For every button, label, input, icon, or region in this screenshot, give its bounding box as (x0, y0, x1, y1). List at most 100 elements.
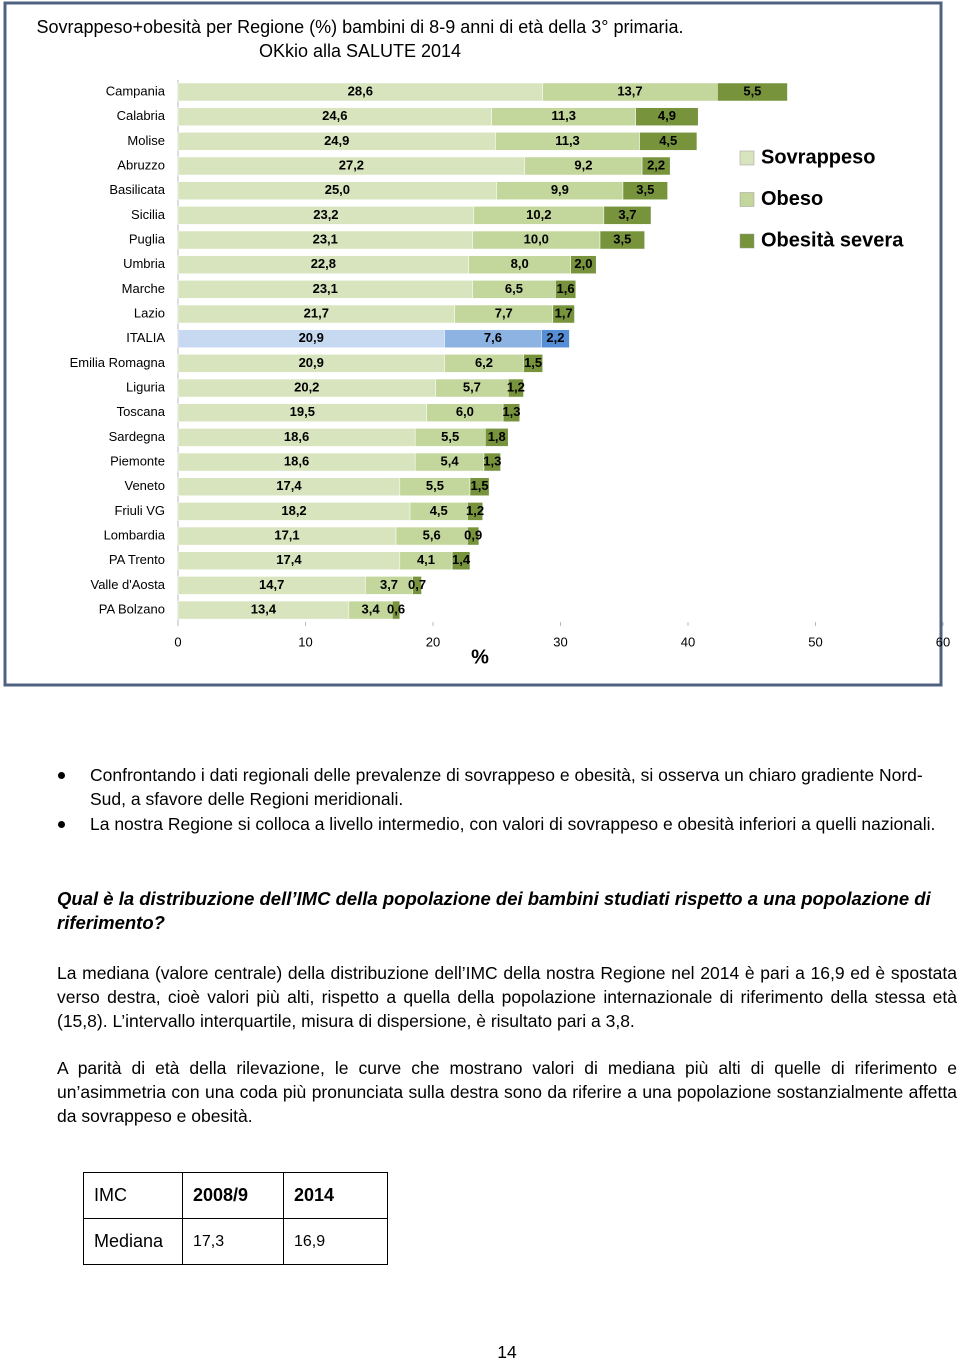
value-label: 13,4 (251, 602, 277, 617)
category-label: ITALIA (126, 330, 165, 345)
x-tick-label: 0 (174, 634, 181, 649)
bar-segment (412, 576, 422, 595)
bar-segment (469, 477, 490, 496)
bar-segment (467, 526, 480, 546)
chart: Sovrappeso+obesità per Regione (%) bambi… (3, 1, 950, 687)
category-label: Umbria (123, 256, 166, 271)
value-label: 1,3 (483, 453, 501, 468)
value-label: 27,2 (339, 157, 364, 172)
value-label: 1,5 (470, 478, 488, 493)
table-cell: 2008/9 (182, 1172, 284, 1219)
value-label: 20,9 (299, 330, 324, 345)
value-label: 2,2 (546, 330, 564, 345)
value-label: 3,5 (636, 182, 654, 197)
value-label: 21,7 (304, 305, 329, 320)
bar-segment (641, 156, 671, 176)
bar-segment (552, 304, 575, 324)
bar-segment (599, 230, 645, 250)
value-label: 3,7 (618, 207, 636, 222)
x-tick-label: 20 (426, 634, 440, 649)
bar-segment (555, 280, 577, 299)
table: IMC 2008/9 2014 Mediana 17,3 16,9 (83, 1172, 388, 1265)
value-label: 18,6 (284, 429, 309, 444)
value-label: 23,1 (313, 281, 338, 296)
value-label: 4,9 (658, 108, 676, 123)
value-label: 5,7 (463, 379, 481, 394)
value-label: 5,4 (441, 453, 460, 468)
value-label: 5,5 (743, 83, 761, 98)
bar-segment (523, 354, 543, 373)
category-label: Piemonte (110, 453, 165, 468)
value-label: 5,5 (441, 429, 459, 444)
table-header: IMC 2008/9 2014 (83, 1172, 388, 1219)
bar-segment (467, 502, 483, 521)
value-label: 17,4 (276, 478, 302, 493)
value-label: 20,2 (294, 379, 319, 394)
bar-segment (622, 181, 668, 200)
table-row: Mediana 17,3 16,9 (83, 1218, 388, 1265)
value-label: 11,3 (551, 108, 576, 123)
paragraph: A parità di età della rilevazione, le cu… (57, 1058, 957, 1126)
value-label: 18,2 (281, 503, 306, 518)
value-label: 1,4 (452, 552, 471, 567)
table-cell: IMC (83, 1172, 183, 1219)
value-label: 8,0 (511, 256, 529, 271)
category-label: Friuli VG (114, 503, 165, 518)
value-label: 0,9 (464, 527, 482, 542)
value-label: 6,0 (456, 404, 474, 419)
x-tick-label: 10 (298, 634, 312, 649)
category-label: Liguria (126, 379, 166, 394)
value-label: 0,6 (387, 602, 405, 617)
category-label: Emilia Romagna (70, 355, 166, 370)
bar-segment (391, 600, 401, 620)
value-label: 4,5 (430, 503, 448, 518)
value-label: 28,6 (348, 83, 373, 98)
category-label: Toscana (117, 404, 166, 419)
category-label: Marche (122, 281, 165, 296)
value-label: 10,2 (526, 207, 551, 222)
value-label: 17,4 (276, 552, 302, 567)
value-label: 2,2 (647, 157, 665, 172)
value-label: 1,2 (466, 503, 484, 518)
value-label: 10,0 (524, 231, 549, 246)
bar-segment (635, 107, 699, 126)
bullet: La nostra Regione si colloca a livello i… (90, 814, 936, 834)
chart-subtitle: OKkio alla SALUTE 2014 (259, 41, 461, 61)
value-label: 23,2 (313, 207, 338, 222)
legend-label: Sovrappeso (761, 146, 875, 168)
bar-segment (451, 551, 471, 570)
value-label: 25,0 (325, 182, 350, 197)
table-cell: 16,9 (283, 1218, 388, 1265)
value-label: 22,8 (311, 256, 336, 271)
value-label: 6,5 (505, 281, 523, 296)
bar-segment (570, 255, 597, 274)
value-label: 20,9 (299, 355, 324, 370)
chart-title: Sovrappeso+obesità per Regione (%) bambi… (36, 17, 683, 37)
value-label: 3,7 (380, 577, 398, 592)
category-label: Abruzzo (117, 157, 165, 172)
bar-segment (483, 452, 501, 472)
bar-segment (717, 82, 788, 102)
category-label: Calabria (117, 108, 166, 123)
table-cell: 17,3 (182, 1218, 284, 1265)
page-number: 14 (497, 1342, 517, 1362)
bar-segment (639, 132, 698, 151)
category-label: Sardegna (109, 429, 166, 444)
legend-label: Obeso (761, 188, 823, 210)
value-label: 5,5 (426, 478, 444, 493)
chart-frame (3, 1, 943, 687)
bar-segment (603, 206, 652, 225)
value-label: 1,6 (557, 281, 575, 296)
category-label: Campania (106, 83, 166, 98)
category-label: PA Bolzano (99, 602, 165, 617)
value-label: 9,9 (551, 182, 569, 197)
bar-segment (485, 428, 509, 447)
category-label: Lombardia (104, 527, 166, 542)
value-label: 19,5 (290, 404, 315, 419)
value-label: 17,1 (274, 527, 299, 542)
value-label: 2,0 (574, 256, 592, 271)
table-cell: 2014 (283, 1172, 388, 1219)
value-label: 6,2 (475, 355, 493, 370)
value-label: 4,5 (659, 133, 677, 148)
x-tick-label: 60 (936, 634, 950, 649)
